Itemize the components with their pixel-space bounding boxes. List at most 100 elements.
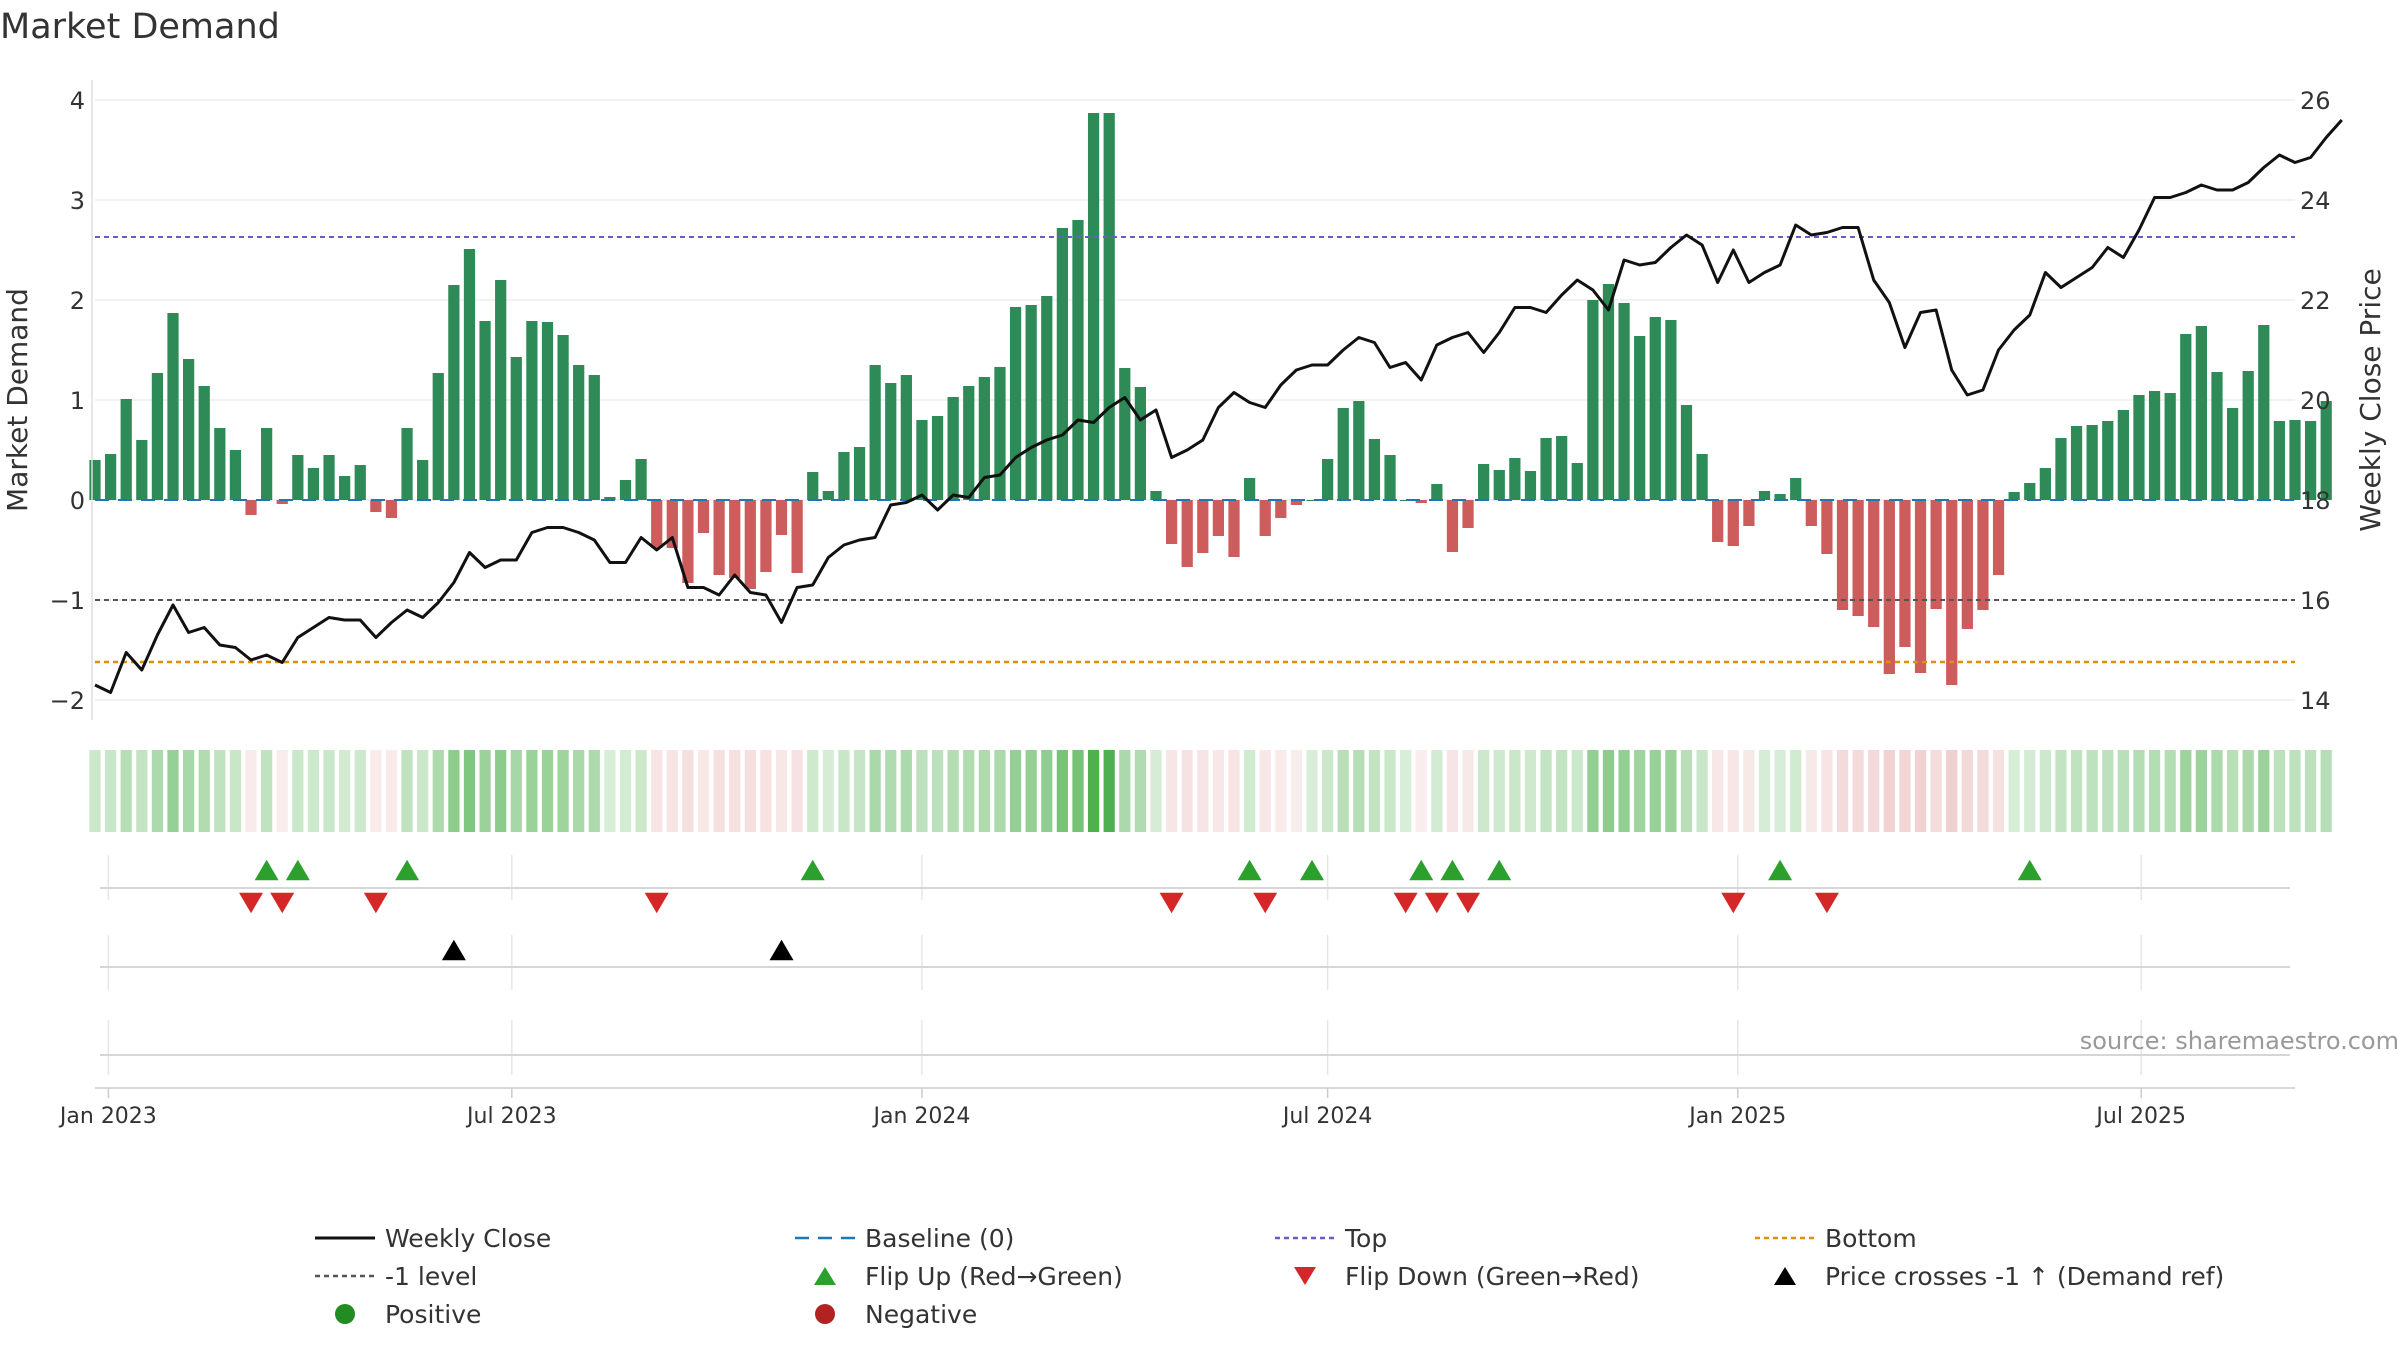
heat-strip-cell [1930,750,1942,832]
demand-bar [1056,228,1068,500]
heat-strip-cell [2070,750,2083,832]
heat-strip-cell [682,750,694,832]
heat-strip-cell [2226,750,2239,832]
heat-strip-cell [1805,750,1817,832]
heat-strip-cell [1914,750,1927,832]
heat-strip-cell [557,750,569,832]
legend-item: Baseline (0) [795,1224,1014,1253]
demand-bar [1150,491,1162,500]
legend-label: Positive [385,1300,481,1329]
demand-bar [729,500,741,578]
heat-strip-cell [697,750,710,832]
y-tick-label-left: 0 [70,487,85,515]
heat-strip-cell [1462,750,1474,832]
heat-strip-cell [1899,750,1911,832]
demand-bar [682,500,694,583]
demand-bar [1041,296,1053,500]
demand-bar [2039,468,2051,500]
demand-bar [604,497,616,500]
heat-strip-cell [1165,750,1178,832]
flip-down-marker [1456,892,1481,914]
flip-up-marker [1300,859,1325,881]
demand-bar [947,397,959,500]
heat-strip-cell [1758,750,1771,832]
demand-bar [1602,284,1615,500]
heat-strip-cell [2039,750,2051,832]
heat-strip-cell [1290,750,1303,832]
heat-strip-cell [604,750,616,832]
demand-bar [2289,420,2301,500]
heat-strip-cell [2024,750,2036,832]
demand-bar [2180,334,2192,500]
heat-strip-cell [136,750,148,832]
flip-up-marker [2017,859,2042,881]
demand-bar [916,420,928,500]
heat-strip-cell [1041,750,1053,832]
y-tick-label-left: −1 [50,587,85,615]
heat-strip-cell [1821,750,1833,832]
heat-strip-cell [619,750,632,832]
demand-bar [978,377,990,500]
demand-bar [2164,393,2176,500]
demand-bar [385,500,398,518]
heat-strip-cell [495,750,507,832]
demand-bar [167,313,179,500]
heat-strip-cell [1992,750,2005,832]
heat-strip-cell [2273,750,2286,832]
legend-label: -1 level [385,1262,477,1291]
demand-bar [1821,500,1833,554]
demand-bar [370,500,382,512]
legend-item: Price crosses -1 ↑ (Demand ref) [1774,1262,2224,1291]
demand-bar [822,491,834,500]
demand-bar [900,375,912,500]
demand-bar [276,500,288,504]
demand-bar [853,447,866,500]
weekly-close-layer [94,119,2343,694]
demand-bar [510,357,522,500]
heat-strip-cell [666,750,678,832]
heat-strip-cell [1415,750,1427,832]
heat-strip-cell [1337,750,1349,832]
demand-bar [2055,438,2067,500]
heat-strip-cell [2055,750,2067,832]
heat-strip-cell [307,750,320,832]
heat-strip-cell [885,750,897,832]
demand-bar [713,500,725,575]
flip-up-marker [800,859,825,881]
demand-bar [1259,500,1271,536]
heat-strip-cell [1712,750,1724,832]
heat-strip-cell [1540,750,1552,832]
demand-bar [1634,336,1646,500]
legend-item: Flip Down (Green→Red) [1294,1262,1640,1291]
demand-bar [1228,500,1240,557]
demand-bar [89,460,101,500]
heat-strip-cell [89,750,101,832]
heat-strip-cell [2133,750,2145,832]
demand-bar [479,321,491,500]
heat-strip-cell [1087,750,1100,832]
heat-strip-cell [1134,750,1147,832]
source-note: source: sharemaestro.com [2080,1027,2399,1055]
heat-strip-cell [1478,750,1490,832]
flip-down-marker [1721,892,1746,914]
flip-down-marker [270,892,295,914]
heat-strip-cell [1384,750,1396,832]
legend-swatch-negative [815,1304,835,1324]
y-tick-label-right: 22 [2300,287,2331,315]
heat-strip-cell [1587,750,1599,832]
heat-strip-cell [1228,750,1240,832]
heat-strip-cell [370,750,382,832]
heat-strip-cell [276,750,288,832]
demand-bar [245,500,257,515]
demand-bar [1805,500,1817,526]
demand-bar [1322,459,1334,500]
heat-strip-cell [2195,750,2207,832]
demand-bar [2086,425,2098,500]
demand-bar [354,465,366,500]
demand-heat-strip [89,750,2332,832]
heat-strip-cell [510,750,522,832]
demand-bar [214,428,226,500]
heat-strip-cell [1556,750,1568,832]
heat-strip-cell [1072,750,1084,832]
legend-label: Top [1344,1224,1387,1253]
